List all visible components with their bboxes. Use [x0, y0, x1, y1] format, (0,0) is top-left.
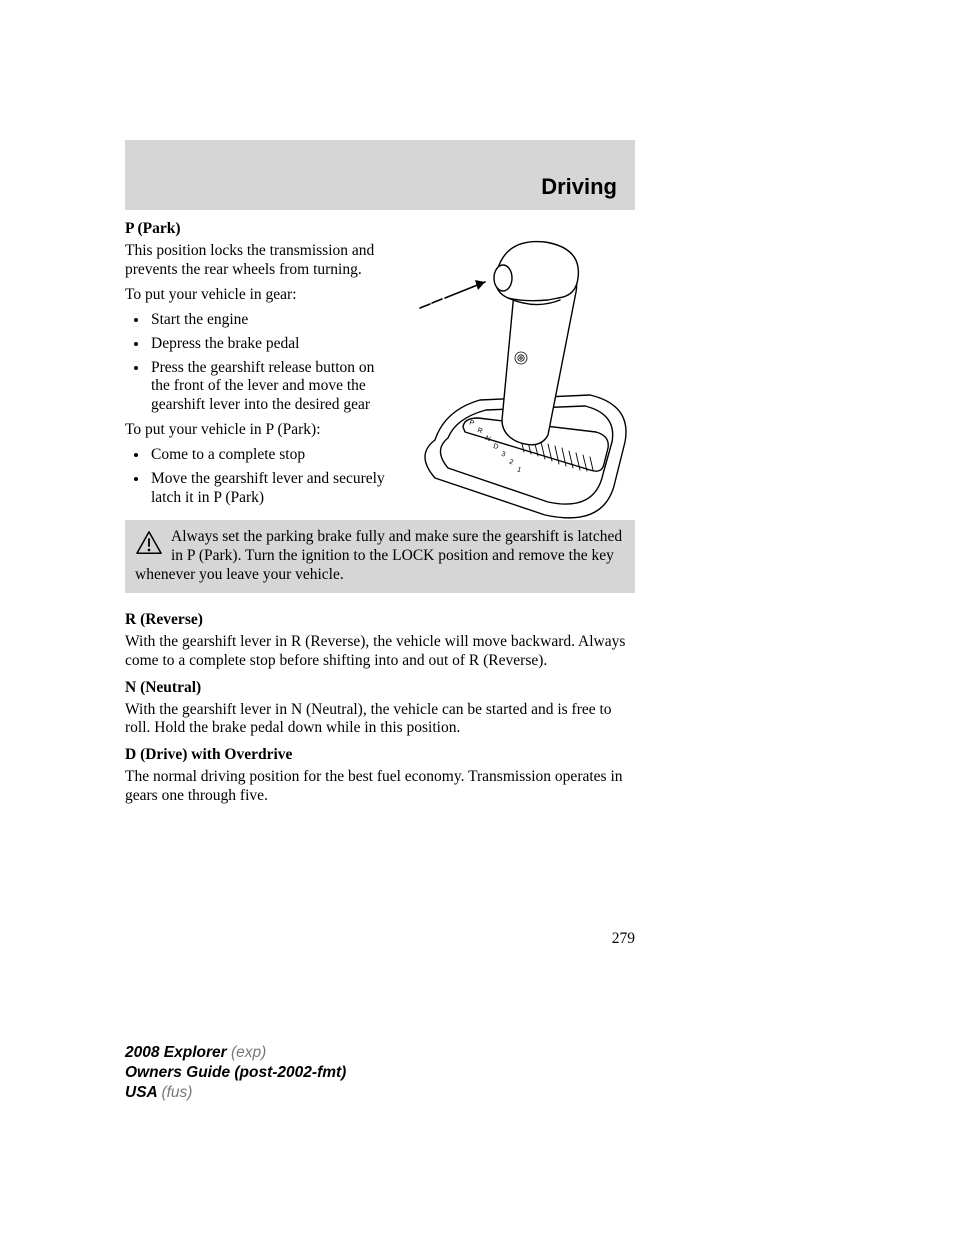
footer-vehicle: 2008 Explorer: [125, 1044, 231, 1061]
heading-neutral: N (Neutral): [125, 679, 635, 697]
footer-region: USA: [125, 1084, 161, 1101]
para-neutral: With the gearshift lever in N (Neutral),…: [125, 701, 635, 739]
section-header-title: Driving: [541, 174, 617, 200]
list-item: Press the gearshift release button on th…: [149, 359, 385, 416]
two-column-region: P (Park) This position locks the transmi…: [125, 220, 635, 510]
footer-line-3: USA (fus): [125, 1083, 346, 1103]
footer-guide: Owners Guide (post-2002-fmt): [125, 1064, 346, 1081]
heading-reverse: R (Reverse): [125, 611, 635, 629]
heading-park: P (Park): [125, 220, 385, 238]
para-park-intro: This position locks the transmission and…: [125, 242, 385, 280]
heading-drive: D (Drive) with Overdrive: [125, 746, 635, 764]
warning-callout: Always set the parking brake fully and m…: [125, 520, 635, 593]
left-text-column: P (Park) This position locks the transmi…: [125, 220, 385, 508]
para-put-in-gear: To put your vehicle in gear:: [125, 286, 385, 305]
list-item: Start the engine: [149, 311, 385, 330]
para-put-in-park: To put your vehicle in P (Park):: [125, 421, 385, 440]
list-park-steps: Come to a complete stop Move the gearshi…: [125, 446, 385, 508]
warning-triangle-icon: [135, 530, 163, 556]
list-item: Come to a complete stop: [149, 446, 385, 465]
list-item: Move the gearshift lever and securely la…: [149, 470, 385, 508]
gearshift-svg: P R N D 3 2 1: [390, 220, 640, 520]
warning-text: Always set the parking brake fully and m…: [135, 528, 622, 583]
list-item: Depress the brake pedal: [149, 335, 385, 354]
full-width-text: R (Reverse) With the gearshift lever in …: [125, 611, 635, 806]
para-reverse: With the gearshift lever in R (Reverse),…: [125, 633, 635, 671]
gearshift-illustration: P R N D 3 2 1: [390, 220, 640, 510]
footer-line-2: Owners Guide (post-2002-fmt): [125, 1063, 346, 1083]
footer-block: 2008 Explorer (exp) Owners Guide (post-2…: [125, 1043, 346, 1103]
para-drive: The normal driving position for the best…: [125, 768, 635, 806]
section-header-band: Driving: [125, 140, 635, 210]
page-number: 279: [125, 930, 635, 948]
footer-line-1: 2008 Explorer (exp): [125, 1043, 346, 1063]
page-content: Driving P (Park) This position locks the…: [125, 140, 635, 812]
footer-code-2: (fus): [161, 1084, 192, 1101]
list-gear-steps: Start the engine Depress the brake pedal…: [125, 311, 385, 416]
footer-code-1: (exp): [231, 1044, 266, 1061]
